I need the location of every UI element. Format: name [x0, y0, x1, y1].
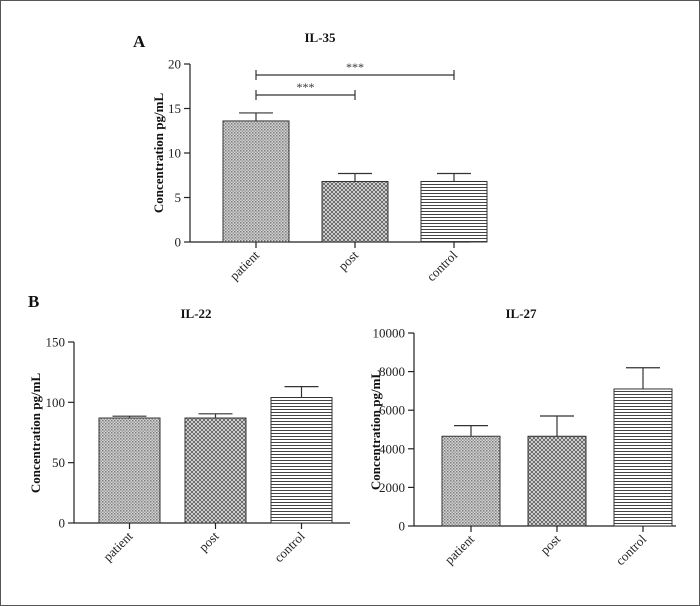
y-tick-label: 6000: [379, 403, 405, 418]
y-axis-label: Concentration pg/mL: [28, 373, 43, 494]
chart-title: IL-27: [505, 306, 537, 321]
y-tick-label: 0: [399, 519, 406, 534]
bar-patient: [441, 435, 501, 527]
significance-bracket: [255, 70, 455, 80]
bar-post: [184, 417, 247, 524]
x-tick-label-control: control: [612, 531, 649, 568]
y-tick-label: 20: [168, 57, 181, 72]
chart-il-22: IL-22 Concentration pg/mL 0 50 100 150 patient…: [28, 306, 350, 565]
bar-control: [420, 180, 488, 243]
x-tick-label-post: post: [537, 531, 563, 557]
bar-control: [613, 388, 673, 527]
chart-il-27: IL-27 Concentration pg/mL 0 2000 4000 6000 800…: [368, 306, 676, 568]
significance-label: ***: [297, 80, 315, 94]
panel-letter-a: A: [133, 32, 146, 51]
significance-label: ***: [346, 60, 364, 74]
bar-control: [270, 397, 333, 524]
significance-bracket: [255, 90, 356, 100]
y-tick-label: 10: [168, 146, 181, 161]
x-tick-label-control: control: [423, 247, 460, 284]
chart-il-35: IL-35 Concentration pg/mL 0 5 10 15 20 patient p…: [151, 30, 488, 284]
bar-post: [321, 180, 389, 243]
x-tick-label-patient: patient: [226, 247, 262, 283]
x-tick-label-patient: patient: [441, 531, 477, 567]
bar-post: [527, 435, 587, 527]
chart-title: IL-22: [180, 306, 211, 321]
y-tick-label: 4000: [379, 441, 405, 456]
y-tick-label: 2000: [379, 480, 405, 495]
x-tick-label-patient: patient: [100, 528, 136, 564]
x-tick-label-post: post: [335, 247, 361, 273]
y-tick-label: 150: [46, 335, 66, 350]
y-axis-label: Concentration pg/mL: [151, 93, 166, 214]
y-tick-label: 8000: [379, 364, 405, 379]
y-axis-label: Concentration pg/mL: [368, 370, 383, 491]
y-tick-label: 5: [175, 190, 182, 205]
bar-patient: [98, 417, 161, 524]
bar-patient: [222, 120, 290, 243]
y-tick-label: 0: [59, 516, 66, 531]
panel-letter-b: B: [28, 292, 39, 311]
chart-title: IL-35: [304, 30, 336, 45]
x-tick-label-post: post: [196, 528, 222, 554]
x-tick-label-control: control: [271, 528, 308, 565]
y-tick-label: 0: [175, 235, 182, 250]
y-tick-label: 10000: [373, 326, 406, 341]
y-tick-label: 100: [46, 395, 66, 410]
y-tick-label: 50: [52, 455, 65, 470]
y-tick-label: 15: [168, 101, 181, 116]
